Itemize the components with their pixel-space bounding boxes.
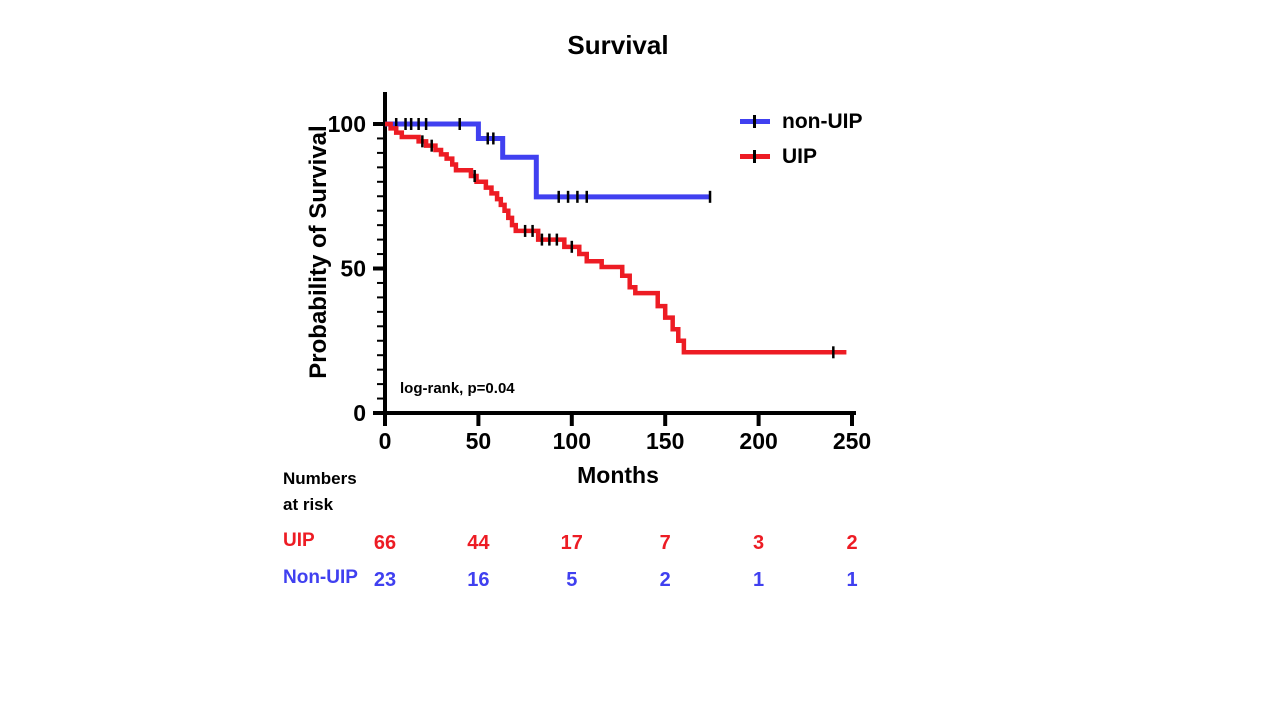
risk-count: 66 bbox=[374, 532, 396, 554]
risk-count: 2 bbox=[846, 532, 857, 554]
nonuip-survival-curve bbox=[385, 121, 711, 200]
legend: non-UIP UIP bbox=[740, 104, 862, 174]
censor-tick-icon bbox=[753, 115, 756, 128]
risk-row-label-non-uip: Non-UIP bbox=[283, 567, 358, 588]
risk-table-header-line1: Numbers bbox=[283, 469, 357, 488]
non-uip-line-swatch bbox=[740, 115, 770, 128]
risk-count: 23 bbox=[374, 569, 396, 591]
uip-line-swatch bbox=[740, 150, 770, 163]
legend-label-non-uip: non-UIP bbox=[782, 109, 863, 133]
legend-label-uip: UIP bbox=[782, 144, 818, 168]
risk-count: 16 bbox=[467, 569, 489, 591]
log-rank-annotation: log-rank, p=0.04 bbox=[400, 380, 515, 397]
chart-title: Survival bbox=[567, 30, 669, 60]
risk-count: 5 bbox=[566, 569, 577, 591]
x-tick-label: 50 bbox=[466, 428, 492, 454]
x-tick-label: 200 bbox=[739, 428, 777, 454]
risk-count: 7 bbox=[660, 532, 671, 554]
x-tick-label: 0 bbox=[379, 428, 392, 454]
risk-row-label-uip: UIP bbox=[283, 530, 315, 551]
risk-count: 17 bbox=[561, 532, 583, 554]
legend-item-uip: UIP bbox=[740, 139, 862, 174]
risk-table-header-line2: at risk bbox=[283, 495, 334, 514]
risk-count: 3 bbox=[753, 532, 764, 554]
risk-count: 1 bbox=[846, 569, 857, 591]
y-tick-label: 50 bbox=[340, 256, 366, 282]
risk-table-header: Numbers at risk bbox=[283, 466, 357, 518]
censor-tick-icon bbox=[753, 150, 756, 163]
risk-count: 1 bbox=[753, 569, 764, 591]
legend-item-non-uip: non-UIP bbox=[740, 104, 862, 139]
y-tick-label: 0 bbox=[353, 400, 366, 426]
x-tick-label: 100 bbox=[553, 428, 591, 454]
x-tick-label: 250 bbox=[833, 428, 871, 454]
risk-count: 44 bbox=[467, 532, 490, 554]
uip-survival-curve bbox=[385, 121, 847, 355]
y-tick-label: 100 bbox=[328, 111, 366, 137]
x-axis-title: Months bbox=[577, 462, 659, 488]
risk-count: 2 bbox=[660, 569, 671, 591]
x-tick-label: 150 bbox=[646, 428, 684, 454]
